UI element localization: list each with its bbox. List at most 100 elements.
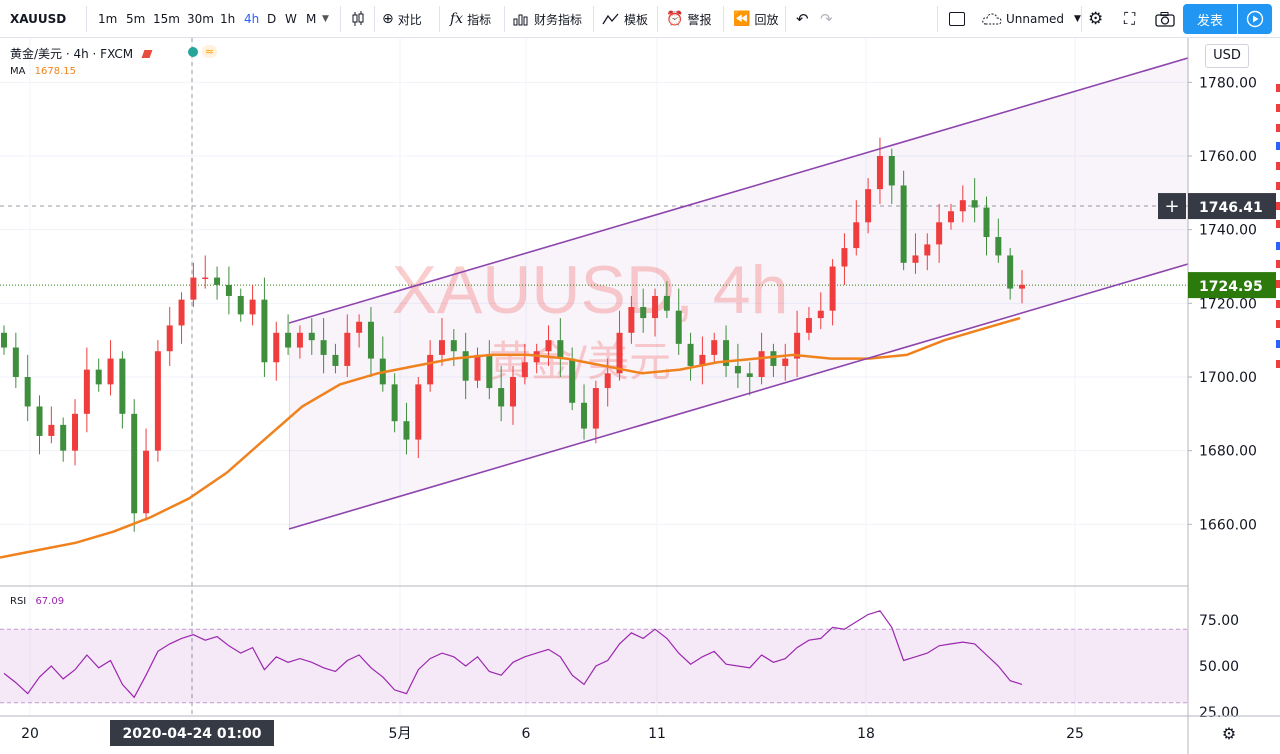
candle-down[interactable] [557,340,564,359]
publish-button[interactable]: 发表 [1183,4,1237,34]
candle-down[interactable] [675,310,682,344]
candle-down[interactable] [900,185,907,263]
candle-up[interactable] [438,340,445,355]
candle-up[interactable] [190,277,197,300]
candle-down[interactable] [888,156,895,186]
candle-up[interactable] [83,369,90,414]
candle-up[interactable] [829,266,836,311]
interval-1m[interactable]: 1m [98,12,118,26]
chart-canvas[interactable]: XAUUSD, 4h黄金/美元1780.001760.001740.001720… [0,38,1280,754]
candle-down[interactable] [131,413,138,514]
candle-down[interactable] [983,207,990,238]
candle-down[interactable] [640,307,647,319]
rsi-legend[interactable]: RSI 67.09 [10,596,64,607]
candle-down[interactable] [391,384,398,422]
candle-down[interactable] [723,340,730,366]
candle-up[interactable] [249,299,256,315]
candle-up[interactable] [805,318,812,333]
candle-up[interactable] [604,373,611,389]
candle-up[interactable] [427,354,434,385]
candle-down[interactable] [1,332,7,348]
alert-button[interactable]: ⏰ 警报 [666,0,711,38]
ma-legend[interactable]: MA 1678.15 [10,66,76,77]
candle-up[interactable] [947,211,954,223]
candle-up[interactable] [202,277,209,280]
candle-up[interactable] [521,362,528,377]
candle-up[interactable] [652,295,659,319]
replay-button[interactable]: ⏪ 回放 [733,0,778,38]
candle-down[interactable] [12,347,19,377]
candle-down[interactable] [663,295,670,311]
ma-line[interactable] [0,316,1021,559]
candle-down[interactable] [569,358,576,403]
candle-up[interactable] [959,200,966,212]
candle-up[interactable] [273,332,280,363]
candle-up[interactable] [794,332,801,359]
redo-button[interactable]: ↷ [820,0,833,38]
candle-down[interactable] [581,402,588,429]
channel-lower-line[interactable] [288,263,1189,530]
candle-down[interactable] [498,388,505,407]
add-line-button[interactable] [1158,193,1186,220]
candle-up[interactable] [510,377,516,407]
candle-up[interactable] [344,332,351,366]
candle-down[interactable] [261,299,268,363]
layout-name-button[interactable]: Unnamed ▼ [982,0,1081,38]
interval-5m[interactable]: 5m [126,12,146,26]
candle-up[interactable] [1019,284,1025,289]
fullscreen-layout-button[interactable] [949,0,965,38]
candle-down[interactable] [746,373,753,377]
candle-up[interactable] [841,248,848,267]
snapshot-button[interactable] [1155,0,1175,38]
indicators-button[interactable]: 𝑓x 指标 [450,0,491,38]
candle-up[interactable] [178,299,185,326]
candle-down[interactable] [285,332,292,348]
candle-up[interactable] [154,351,161,451]
candle-up[interactable] [545,340,552,352]
candle-up[interactable] [628,307,635,333]
candle-down[interactable] [734,365,741,374]
candle-down[interactable] [995,237,1002,256]
interval-w[interactable]: W [285,12,297,26]
candle-down[interactable] [332,354,339,366]
candle-up[interactable] [758,351,765,377]
candle-up[interactable] [711,340,718,355]
financials-button[interactable]: 财务指标 [513,0,582,38]
candle-down[interactable] [36,406,43,436]
candle-up[interactable] [924,244,931,256]
symbol-search-button[interactable]: XAUUSD [10,0,66,38]
interval-30m[interactable]: 30m [187,12,214,26]
candle-down[interactable] [971,200,978,208]
chart-type-button[interactable] [350,0,366,38]
candle-up[interactable] [817,310,824,319]
candle-down[interactable] [770,351,777,366]
candle-up[interactable] [166,325,173,352]
candle-down[interactable] [214,277,221,285]
compare-button[interactable]: ⊕ 对比 [382,0,422,38]
interval-d[interactable]: D [267,12,277,26]
candle-down[interactable] [237,295,244,315]
candle-up[interactable] [143,450,150,514]
candle-down[interactable] [367,321,374,359]
undo-button[interactable]: ↶ [796,0,809,38]
candle-up[interactable] [616,332,623,374]
candle-up[interactable] [107,358,114,385]
candle-up[interactable] [936,222,943,245]
candle-down[interactable] [450,340,457,352]
candle-up[interactable] [474,354,481,381]
templates-button[interactable]: 模板 [602,0,648,38]
rsi-line[interactable] [3,610,1023,699]
candle-up[interactable] [865,189,872,223]
candle-up[interactable] [876,156,883,190]
candle-down[interactable] [60,424,67,451]
interval-15m[interactable]: 15m [153,12,180,26]
candle-up[interactable] [592,388,599,429]
candle-up[interactable] [699,354,706,366]
candle-down[interactable] [24,377,31,407]
interval-dropdown-chevron-icon[interactable]: ▼ [322,14,329,24]
candle-up[interactable] [356,321,363,333]
channel-upper-line[interactable] [288,57,1189,324]
flag-icon[interactable] [141,50,153,58]
candle-down[interactable] [320,340,327,355]
candle-down[interactable] [403,421,410,440]
